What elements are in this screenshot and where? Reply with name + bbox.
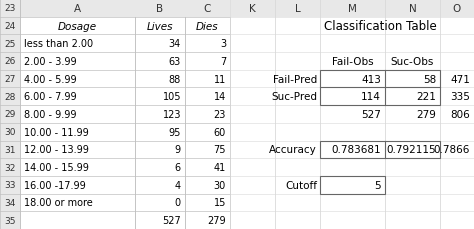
Text: 23: 23 xyxy=(4,4,16,13)
Bar xyxy=(320,176,385,194)
Text: less than 2.00: less than 2.00 xyxy=(24,39,93,49)
Text: 335: 335 xyxy=(450,92,470,102)
Text: 0.792115: 0.792115 xyxy=(386,145,436,155)
Text: Cutoff: Cutoff xyxy=(285,180,317,190)
Text: 279: 279 xyxy=(416,109,436,120)
Text: Fail-Pred: Fail-Pred xyxy=(273,74,317,84)
Text: 26: 26 xyxy=(4,57,16,66)
Text: Dosage: Dosage xyxy=(58,22,97,31)
Text: 14.00 - 15.99: 14.00 - 15.99 xyxy=(24,162,89,172)
Text: 6.00 - 7.99: 6.00 - 7.99 xyxy=(24,92,77,102)
Text: 279: 279 xyxy=(207,215,226,225)
Text: O: O xyxy=(453,4,461,14)
Text: N: N xyxy=(409,4,416,14)
Text: 34: 34 xyxy=(169,39,181,49)
Text: 23: 23 xyxy=(214,109,226,120)
Text: M: M xyxy=(348,4,357,14)
Text: 123: 123 xyxy=(163,109,181,120)
Text: 28: 28 xyxy=(4,93,16,101)
Text: L: L xyxy=(295,4,301,14)
Text: 14: 14 xyxy=(214,92,226,102)
Text: Dies: Dies xyxy=(196,22,219,31)
Text: 0.783681: 0.783681 xyxy=(331,145,381,155)
Text: 3: 3 xyxy=(220,39,226,49)
Text: 75: 75 xyxy=(213,145,226,155)
Text: 413: 413 xyxy=(361,74,381,84)
Text: 88: 88 xyxy=(169,74,181,84)
Text: 806: 806 xyxy=(450,109,470,120)
Text: Lives: Lives xyxy=(147,22,173,31)
Text: 95: 95 xyxy=(169,127,181,137)
Text: 221: 221 xyxy=(416,92,436,102)
Text: 2.00 - 3.99: 2.00 - 3.99 xyxy=(24,57,77,67)
Bar xyxy=(320,141,440,158)
Text: 25: 25 xyxy=(4,40,16,49)
Text: 15: 15 xyxy=(214,198,226,207)
Text: 30: 30 xyxy=(214,180,226,190)
Text: B: B xyxy=(156,4,164,14)
Text: Suc-Pred: Suc-Pred xyxy=(271,92,317,102)
Text: 6: 6 xyxy=(175,162,181,172)
Text: 31: 31 xyxy=(4,145,16,154)
Text: Fail-Obs: Fail-Obs xyxy=(332,57,374,67)
Text: 12.00 - 13.99: 12.00 - 13.99 xyxy=(24,145,89,155)
Text: A: A xyxy=(74,4,81,14)
Text: 33: 33 xyxy=(4,180,16,189)
Text: 27: 27 xyxy=(4,75,16,84)
Bar xyxy=(0,0,20,229)
Text: 24: 24 xyxy=(4,22,16,31)
Text: 63: 63 xyxy=(169,57,181,67)
Text: 18.00 or more: 18.00 or more xyxy=(24,198,93,207)
Text: 16.00 -17.99: 16.00 -17.99 xyxy=(24,180,86,190)
Text: Classification Table: Classification Table xyxy=(324,20,437,33)
Text: 60: 60 xyxy=(214,127,226,137)
Text: 30: 30 xyxy=(4,128,16,136)
Text: 11: 11 xyxy=(214,74,226,84)
Text: 4.00 - 5.99: 4.00 - 5.99 xyxy=(24,74,77,84)
Text: 29: 29 xyxy=(4,110,16,119)
Text: K: K xyxy=(249,4,256,14)
Text: 0.7866: 0.7866 xyxy=(434,145,470,155)
Text: 471: 471 xyxy=(450,74,470,84)
Text: 34: 34 xyxy=(4,198,16,207)
Text: 5: 5 xyxy=(374,180,381,190)
Text: Accuracy: Accuracy xyxy=(269,145,317,155)
Text: 114: 114 xyxy=(361,92,381,102)
Text: 32: 32 xyxy=(4,163,16,172)
Text: 9: 9 xyxy=(175,145,181,155)
Text: 8.00 - 9.99: 8.00 - 9.99 xyxy=(24,109,76,120)
Bar xyxy=(0,0,474,18)
Text: 0: 0 xyxy=(175,198,181,207)
Bar xyxy=(320,71,440,106)
Text: 41: 41 xyxy=(214,162,226,172)
Text: C: C xyxy=(204,4,211,14)
Text: 7: 7 xyxy=(220,57,226,67)
Text: 10.00 - 11.99: 10.00 - 11.99 xyxy=(24,127,89,137)
Text: 58: 58 xyxy=(423,74,436,84)
Text: 105: 105 xyxy=(163,92,181,102)
Text: 527: 527 xyxy=(162,215,181,225)
Text: 35: 35 xyxy=(4,216,16,225)
Text: 527: 527 xyxy=(361,109,381,120)
Text: Suc-Obs: Suc-Obs xyxy=(391,57,434,67)
Text: 4: 4 xyxy=(175,180,181,190)
